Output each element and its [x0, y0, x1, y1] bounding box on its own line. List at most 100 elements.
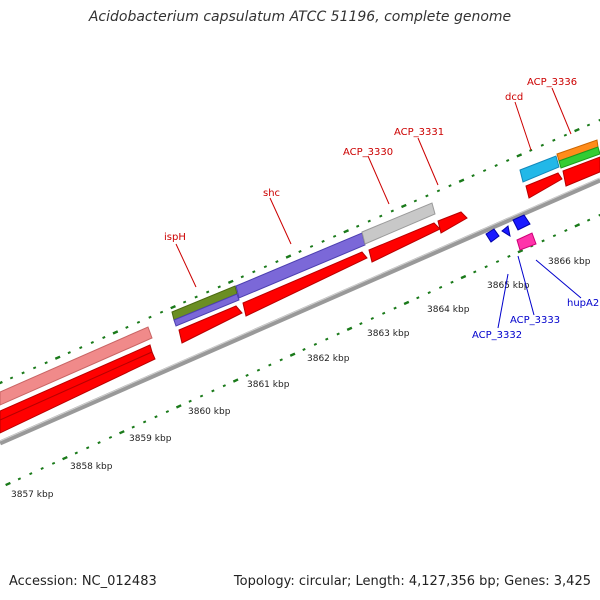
ruler-tick: [252, 270, 256, 274]
rna-feature[interactable]: [0, 326, 153, 406]
ruler-tick: [370, 316, 374, 320]
ruler-tick: [275, 260, 279, 264]
gene-ACP_3330-bar[interactable]: [361, 202, 436, 245]
ruler-tick: [367, 219, 371, 223]
ruler-tick: [165, 410, 170, 414]
ruler-tick: [131, 425, 135, 429]
ruler-tick: [182, 300, 187, 304]
gene-hupA2-bar[interactable]: [516, 232, 537, 251]
ruler-tick: [564, 229, 568, 233]
gene-label-shc[interactable]: shc: [263, 188, 280, 199]
gene-label-ACP_3336[interactable]: ACP_3336: [527, 77, 577, 88]
gene-label-dcd[interactable]: dcd: [505, 92, 523, 103]
ruler-tick: [598, 118, 600, 122]
gene-labels-bottom: ACP_3332 ACP_3333 hupA2: [472, 298, 599, 341]
ruler-tick: [74, 451, 78, 455]
ruler-tick: [0, 380, 3, 385]
ruler-tick: [279, 358, 283, 362]
ruler-tick: [529, 148, 533, 152]
ruler-tick: [382, 311, 386, 315]
ruler-tick: [574, 127, 580, 133]
cds-arrow[interactable]: [437, 211, 468, 234]
gene-label-hupA2[interactable]: hupA2: [567, 298, 599, 309]
ruler-tick: [148, 315, 152, 319]
ruler-label: 3864 kbp: [427, 305, 470, 315]
ruler-tick: [346, 326, 353, 331]
ruler-tick: [206, 290, 210, 294]
ruler-tick: [217, 285, 221, 289]
ruler-tick: [586, 123, 591, 127]
cds-arrow[interactable]: [0, 351, 156, 434]
ruler-tick: [17, 477, 22, 481]
ruler-tick: [586, 218, 591, 222]
ruler-tick: [321, 239, 325, 243]
ruler-ticks-lower: [5, 213, 600, 487]
gene-label-ACP_3331[interactable]: ACP_3331: [394, 127, 444, 138]
gene-label-ACP_3332[interactable]: ACP_3332: [472, 330, 522, 341]
ruler-tick: [86, 446, 90, 450]
ruler-label: 3863 kbp: [367, 329, 410, 339]
cds-arrow[interactable]: [525, 172, 563, 199]
cds-arrow[interactable]: [562, 156, 600, 187]
ruler-ticks-upper: [0, 118, 600, 385]
ruler-tick: [285, 254, 292, 259]
ruler-tick: [403, 300, 410, 306]
ruler-tick: [227, 279, 234, 284]
ruler-tick: [54, 355, 61, 360]
ruler-tick: [9, 376, 14, 380]
ruler-tick: [211, 389, 215, 393]
gene-label-ACP_3330[interactable]: ACP_3330: [343, 147, 393, 158]
ruler-tick: [154, 415, 158, 419]
ruler-tick: [517, 249, 524, 254]
ruler-label: 3857 kbp: [11, 490, 54, 500]
ruler-tick: [516, 153, 523, 158]
ruler-tick: [506, 158, 510, 162]
ruler-tick: [450, 280, 454, 284]
ruler-tick: [112, 330, 119, 335]
ruler-tick: [175, 404, 182, 409]
ruler-label: 3860 kbp: [188, 407, 231, 417]
ruler-tick: [552, 234, 557, 238]
ruler-tick: [5, 481, 11, 487]
gene-dcd-bar[interactable]: [519, 155, 560, 183]
ruler-tick: [29, 472, 33, 476]
ruler-tick: [108, 435, 113, 439]
label-leaders-bottom: [497, 255, 582, 329]
ruler-tick: [289, 352, 296, 357]
ruler-label: 3858 kbp: [70, 462, 113, 472]
ruler-tick: [222, 384, 226, 388]
ruler-tick: [413, 199, 418, 203]
ruler-tick: [325, 337, 329, 341]
ruler-tick: [21, 371, 25, 375]
gene-ACP_3336-bar-2[interactable]: [558, 146, 600, 169]
ruler-tick: [97, 441, 101, 445]
cds-arrow[interactable]: [242, 251, 368, 317]
gene-bar-purple-small[interactable]: [173, 293, 240, 327]
gene-ACP_3332-arrow[interactable]: [485, 228, 500, 243]
ruler-tick: [313, 342, 318, 346]
ruler-tick: [390, 209, 394, 213]
gene-label-ispH[interactable]: ispH: [164, 232, 186, 243]
ruler-label: 3866 kbp: [548, 257, 591, 267]
ruler-tick: [32, 366, 37, 370]
ruler-tick: [263, 265, 268, 269]
ruler-tick: [473, 270, 477, 274]
ruler-tick: [484, 265, 488, 269]
ruler-tick: [343, 229, 350, 234]
ruler-tick: [199, 394, 204, 398]
cds-arrows: [0, 156, 600, 434]
ruler-tick: [268, 363, 272, 367]
gene-shc-bar[interactable]: [235, 232, 366, 299]
cds-arrow[interactable]: [178, 305, 243, 344]
ruler-tick: [67, 351, 71, 355]
ruler-tick: [336, 332, 340, 336]
gene-label-ACP_3333[interactable]: ACP_3333: [510, 315, 560, 326]
ruler-label: 3865 kbp: [487, 281, 530, 291]
gene-small-blue-arrow[interactable]: [512, 214, 531, 231]
ruler-tick: [541, 239, 545, 243]
gene-labels-top: ispH shc ACP_3330 ACP_3331 dcd ACP_3336: [164, 77, 577, 243]
ruler-tick: [79, 346, 83, 350]
gene-ACP_3333-arrow[interactable]: [501, 225, 511, 238]
ruler-tick: [159, 310, 164, 314]
